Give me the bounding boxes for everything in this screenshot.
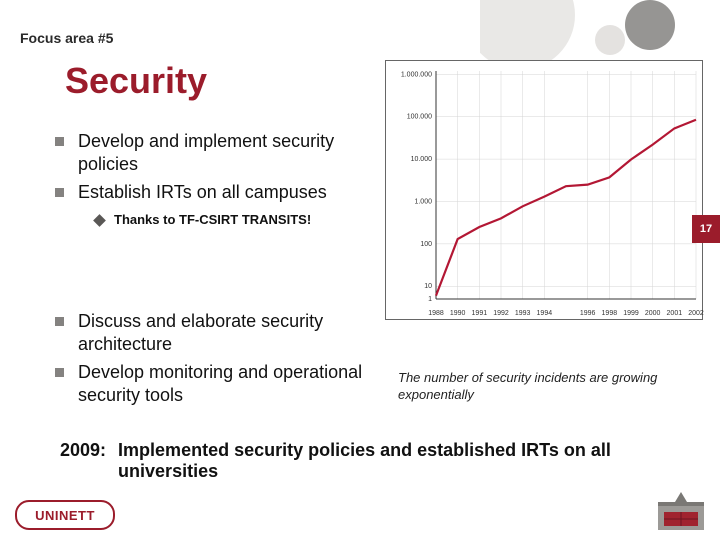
diamond-bullet-icon [93, 214, 106, 227]
summary-text: Implemented security policies and establ… [118, 440, 660, 482]
bullet-text: Establish IRTs on all campuses [78, 181, 327, 204]
svg-text:2002: 2002 [688, 310, 704, 317]
bullet-list-top: Develop and implement security policies E… [55, 130, 370, 237]
square-bullet-icon [55, 368, 64, 377]
square-bullet-icon [55, 188, 64, 197]
incidents-chart: 10 100 1.000 10.000 100.000 1.000.000 1988 1990… [385, 60, 703, 320]
building-icon [654, 492, 708, 532]
svg-text:1994: 1994 [537, 310, 553, 317]
bullet-item: Develop and implement security policies [55, 130, 370, 177]
svg-text:100: 100 [420, 241, 432, 248]
svg-text:100.000: 100.000 [407, 114, 432, 121]
svg-text:1998: 1998 [602, 310, 618, 317]
summary-year: 2009: [60, 440, 106, 482]
focus-area-label: Focus area #5 [20, 30, 113, 46]
page-number-badge: 17 [692, 215, 720, 243]
svg-text:1992: 1992 [493, 310, 509, 317]
svg-text:2000: 2000 [645, 310, 661, 317]
sub-bullet-item: Thanks to TF-CSIRT TRANSITS! [95, 212, 370, 227]
svg-text:1.000.000: 1.000.000 [401, 71, 432, 78]
square-bullet-icon [55, 317, 64, 326]
bullet-text: Discuss and elaborate security architect… [78, 310, 370, 357]
svg-text:1988: 1988 [428, 310, 444, 317]
chart-caption: The number of security incidents are gro… [398, 370, 698, 404]
bullet-list-bottom: Discuss and elaborate security architect… [55, 310, 370, 412]
bullet-text: Develop and implement security policies [78, 130, 370, 177]
bullet-item: Establish IRTs on all campuses [55, 181, 370, 204]
svg-text:1993: 1993 [515, 310, 531, 317]
svg-text:1999: 1999 [623, 310, 639, 317]
svg-text:1996: 1996 [580, 310, 596, 317]
svg-text:10.000: 10.000 [411, 156, 433, 163]
uninett-logo: UNINETT [15, 500, 115, 530]
bullet-item: Discuss and elaborate security architect… [55, 310, 370, 357]
sub-bullet-text: Thanks to TF-CSIRT TRANSITS! [114, 212, 311, 227]
svg-text:10: 10 [424, 283, 432, 290]
svg-text:1.000: 1.000 [414, 198, 432, 205]
bullet-item: Develop monitoring and operational secur… [55, 361, 370, 408]
svg-text:1990: 1990 [450, 310, 466, 317]
square-bullet-icon [55, 137, 64, 146]
svg-text:1991: 1991 [472, 310, 488, 317]
page-title: Security [65, 60, 207, 102]
bullet-text: Develop monitoring and operational secur… [78, 361, 370, 408]
summary-line: 2009: Implemented security policies and … [60, 440, 660, 482]
svg-text:1: 1 [428, 296, 432, 303]
svg-text:2001: 2001 [667, 310, 683, 317]
